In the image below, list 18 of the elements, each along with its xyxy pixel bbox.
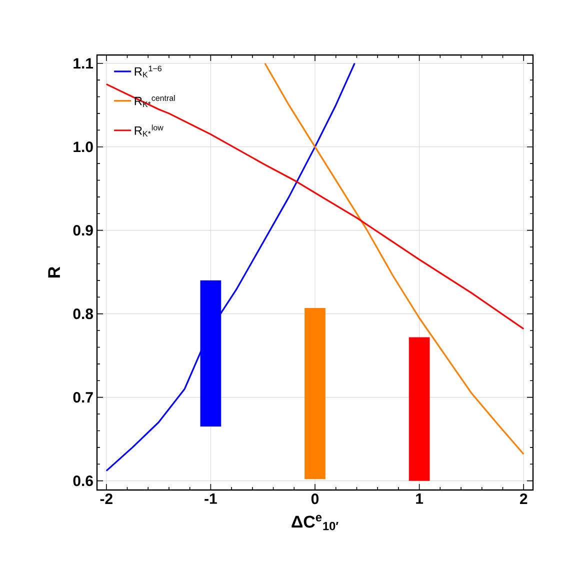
y-tick-label: 1.1 — [74, 58, 94, 68]
y-tick-label: 0.8 — [73, 308, 94, 320]
y-tick-label: 0.9 — [73, 225, 93, 236]
line-series — [106, 62, 356, 472]
line-series — [106, 83, 524, 330]
x-tick-label: 2 — [520, 494, 528, 504]
x-tick-label: -1 — [204, 494, 217, 504]
x-tick-label: 1 — [416, 494, 424, 504]
y-tick-label: 0.7 — [73, 392, 93, 403]
bar — [408, 337, 430, 481]
y-tick-label: 1.0 — [74, 142, 93, 152]
x-tick-label: 0 — [311, 494, 319, 504]
x-tick-label: -2 — [100, 494, 112, 504]
bar — [304, 308, 326, 480]
y-tick-label: 0.6 — [73, 476, 93, 486]
y-axis-title: R — [48, 266, 60, 278]
bar — [200, 280, 222, 427]
x-axis-title: ΔC$^{e}$10′ — [292, 514, 338, 530]
